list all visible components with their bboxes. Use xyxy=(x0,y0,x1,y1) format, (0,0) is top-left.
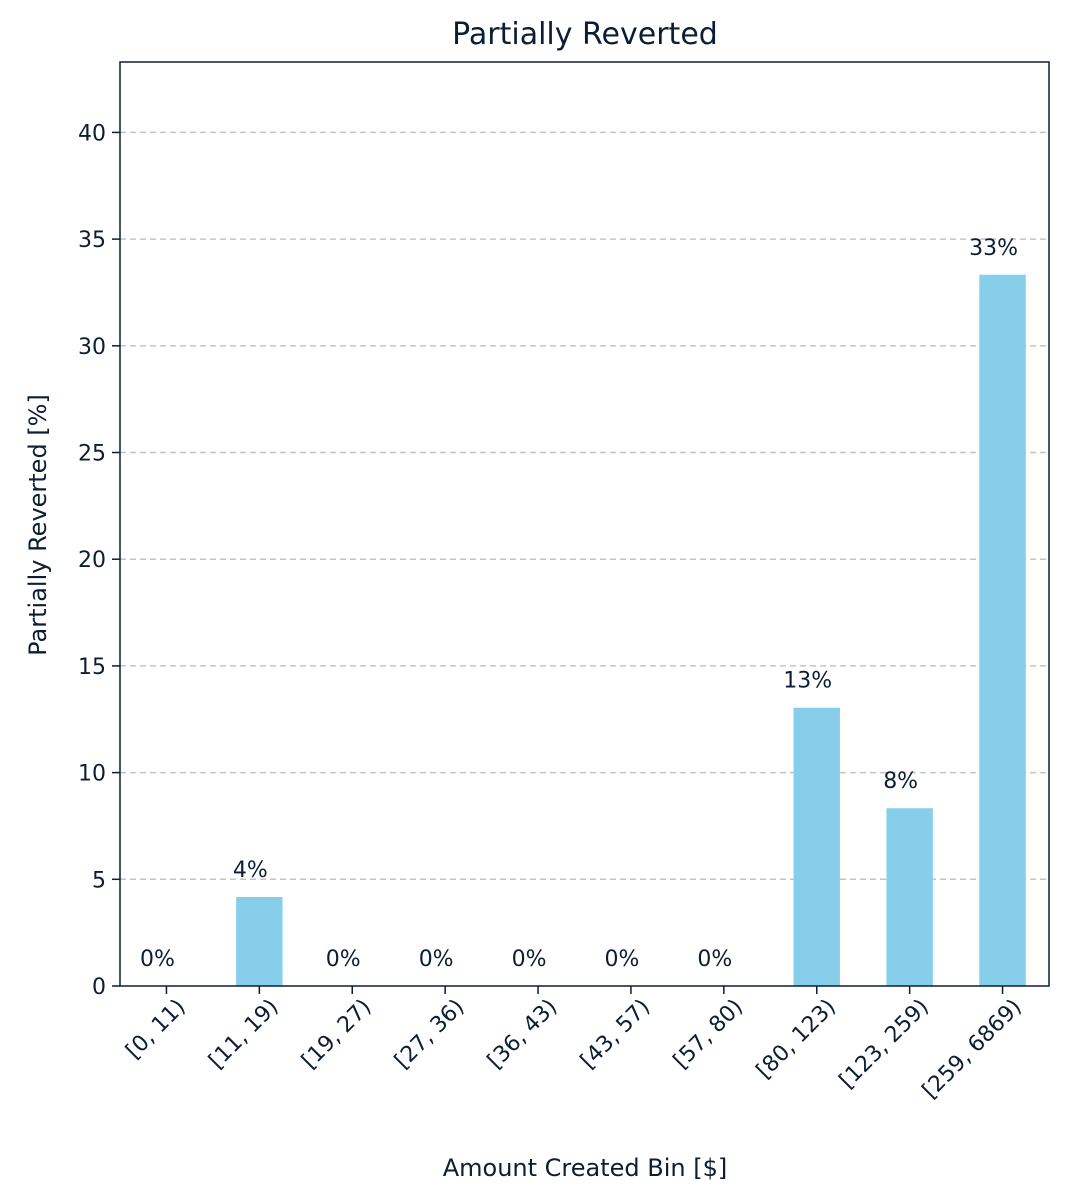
data-labels: 0% 4% 0% 0% 0% 0% 0% 13% 8% 33% xyxy=(140,236,1018,972)
x-axis-ticks: [0, 11) [11, 19) [19, 27) [27, 36) [36, 43)[… xyxy=(121,986,1027,1104)
y-tick-label: 40 xyxy=(78,121,106,146)
x-tick-label: [36, 43) xyxy=(483,995,562,1074)
bar xyxy=(886,808,933,986)
chart-title: Partially Reverted xyxy=(452,17,718,52)
data-label: 0% xyxy=(512,947,547,972)
data-label: 13% xyxy=(783,669,832,694)
bar xyxy=(236,897,283,986)
y-axis-ticks: 0 5 10 15 20 25 30 35 40 xyxy=(78,121,120,1000)
x-tick-label: [57, 80) xyxy=(669,995,748,1074)
y-tick-label: 0 xyxy=(92,975,106,1000)
data-label: 33% xyxy=(969,236,1018,261)
x-axis-label: Amount Created Bin [$] xyxy=(443,1154,728,1182)
y-tick-label: 10 xyxy=(78,762,106,787)
x-tick-label: [259, 6869) xyxy=(918,995,1027,1104)
x-tick-label: [27, 36) xyxy=(390,995,469,1074)
data-label: 0% xyxy=(140,947,175,972)
y-tick-label: 30 xyxy=(78,335,106,360)
y-axis-label: Partially Reverted [%] xyxy=(24,394,52,656)
x-tick-label: [80, 123) xyxy=(752,995,841,1084)
y-tick-label: 20 xyxy=(78,548,106,573)
data-label: 0% xyxy=(697,947,732,972)
x-tick-label: [123, 259) xyxy=(835,995,934,1094)
data-label: 0% xyxy=(326,947,361,972)
y-tick-label: 15 xyxy=(78,655,106,680)
x-tick-label: [43, 57) xyxy=(576,995,655,1074)
bar xyxy=(793,707,840,986)
y-tick-label: 25 xyxy=(78,442,106,467)
bars xyxy=(236,274,1026,986)
x-tick-label: [19, 27) xyxy=(297,995,376,1074)
data-label: 0% xyxy=(419,947,454,972)
bar xyxy=(979,274,1026,986)
y-tick-label: 5 xyxy=(92,868,106,893)
grid-lines xyxy=(120,131,1049,881)
data-label: 0% xyxy=(604,947,639,972)
data-label: 4% xyxy=(233,858,268,883)
plot-frame xyxy=(119,61,1050,987)
x-tick-label: [11, 19) xyxy=(204,995,283,1074)
data-label: 8% xyxy=(883,769,918,794)
x-tick-label: [0, 11) xyxy=(121,995,190,1064)
y-tick-label: 35 xyxy=(78,228,106,253)
